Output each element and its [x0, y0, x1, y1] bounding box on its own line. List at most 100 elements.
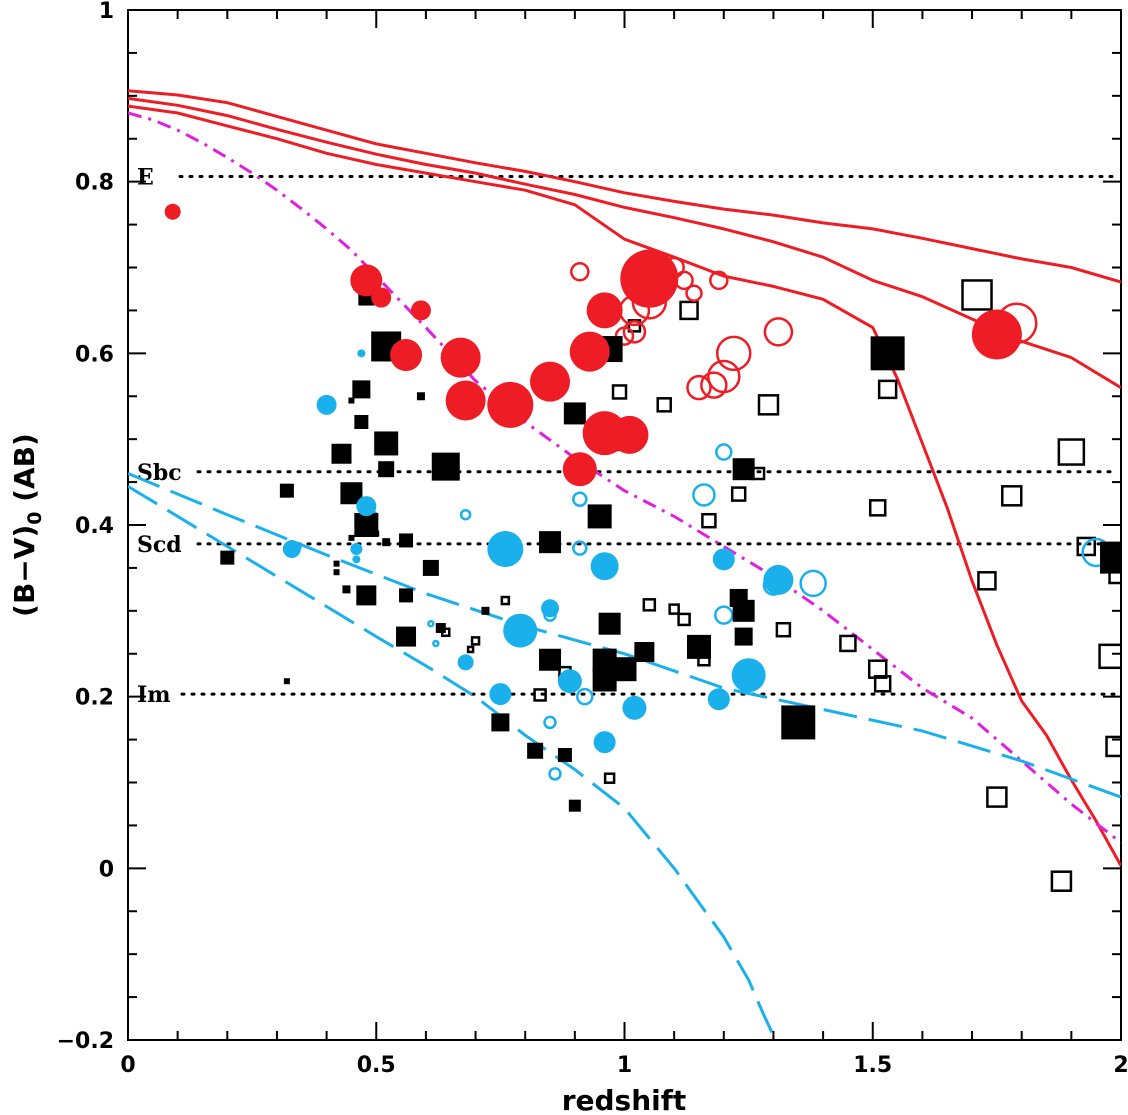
- black-filled-square-point: [340, 482, 363, 505]
- black-filled-square-point: [279, 483, 294, 498]
- blue-open-circle-point: [799, 569, 827, 598]
- red-filled-circle-point: [350, 264, 383, 297]
- black-filled-square-point: [734, 627, 753, 646]
- blue-filled-circle-point: [593, 731, 616, 754]
- ref-label-scd: Scd: [137, 532, 182, 558]
- blue-filled-circle-point: [457, 654, 474, 671]
- black-filled-square-point: [557, 748, 572, 763]
- red-filled-circles-group: [164, 203, 1022, 487]
- y-tick-label: 0.8: [75, 171, 114, 196]
- blue-open-circle-point: [572, 491, 588, 507]
- black-filled-square-point: [612, 657, 637, 682]
- black-filled-square-point: [333, 569, 340, 576]
- black-filled-square-point: [539, 648, 562, 671]
- red-open-circle-point: [700, 371, 728, 399]
- black-filled-square-point: [396, 626, 417, 647]
- black-filled-square-point: [342, 585, 351, 594]
- y-tick-label: −0.2: [57, 1029, 114, 1054]
- x-tick-label: 0: [120, 1053, 135, 1078]
- blue-open-circle-point: [576, 687, 594, 706]
- blue-filled-circles-group: [282, 349, 794, 754]
- black-filled-square-point: [870, 336, 905, 371]
- black-filled-square-point: [382, 538, 391, 547]
- black-open-square-point: [868, 499, 887, 517]
- black-open-square-point: [730, 486, 747, 502]
- red-open-circle-point: [685, 284, 703, 302]
- black-filled-square-point: [354, 415, 369, 429]
- ref-label-sbc: Sbc: [137, 460, 182, 486]
- y-tick-label: 0.2: [75, 686, 114, 711]
- red-filled-circle-point: [445, 380, 486, 421]
- red-filled-circle-point: [562, 452, 597, 487]
- red-filled-circle-point: [410, 300, 431, 321]
- blue-filled-circle-point: [763, 564, 794, 595]
- y-tick-label: 1: [99, 0, 114, 24]
- black-open-square-point: [656, 397, 672, 413]
- black-open-square-point: [986, 786, 1008, 808]
- red-filled-circle-point: [620, 249, 679, 308]
- red-open-circle-point: [686, 374, 712, 401]
- red-filled-circle-point: [569, 331, 610, 372]
- black-filled-square-point: [333, 560, 340, 567]
- black-filled-square-point: [491, 713, 510, 732]
- black-filled-square-point: [399, 588, 414, 603]
- black-filled-square-point: [220, 550, 235, 565]
- red-open-circle-point: [622, 320, 647, 344]
- black-open-square-point: [867, 659, 888, 679]
- black-filled-square-point: [527, 742, 544, 759]
- black-open-square-point: [839, 634, 857, 653]
- black-filled-square-point: [356, 585, 377, 606]
- black-open-square-point: [466, 645, 475, 654]
- red-filled-circle-point: [371, 287, 392, 308]
- x-tick-label: 1: [617, 1053, 632, 1078]
- magenta-model: [128, 111, 1121, 844]
- black-filled-square-point: [435, 623, 446, 633]
- ref-label-e: E: [137, 165, 154, 191]
- black-open-square-point: [603, 772, 616, 784]
- blue-open-circle-point: [714, 605, 734, 625]
- black-open-square-point: [757, 394, 780, 416]
- black-filled-square-point: [539, 531, 562, 554]
- blue-filled-circle-point: [316, 394, 337, 415]
- blue-filled-circle-point: [707, 688, 730, 711]
- blue-open-circle-point: [459, 508, 472, 521]
- y-tick-label: 0.6: [75, 342, 114, 367]
- black-filled-square-point: [374, 431, 399, 456]
- black-filled-square-point: [422, 559, 439, 576]
- y-axis-title: (B−V)0 (AB): [8, 433, 46, 617]
- black-filled-square-point: [348, 397, 355, 404]
- black-filled-square-point: [634, 642, 655, 663]
- red-filled-circle-point: [440, 337, 481, 378]
- black-filled-square-point: [352, 380, 371, 399]
- red-filled-circle-point: [610, 415, 649, 454]
- blue-open-circle-point: [715, 443, 733, 461]
- black-filled-square-point: [373, 530, 380, 537]
- red-model-3: [128, 104, 1121, 867]
- blue-filled-circle-point: [350, 543, 363, 556]
- black-filled-square-point: [283, 678, 290, 685]
- blue-filled-circle-point: [712, 548, 735, 571]
- black-filled-square-point: [331, 443, 352, 464]
- red-filled-circle-point: [487, 381, 534, 428]
- black-open-square-point: [470, 636, 481, 646]
- x-tick-label: 1.5: [853, 1053, 892, 1078]
- black-open-square-point: [977, 571, 997, 591]
- black-open-square-point: [677, 612, 691, 627]
- black-filled-square-point: [481, 606, 490, 615]
- blue-filled-circle-point: [541, 599, 560, 618]
- black-open-square-point: [500, 595, 511, 606]
- black-filled-square-point: [598, 612, 621, 635]
- red-filled-circle-point: [164, 203, 181, 220]
- black-open-square-point: [1105, 735, 1121, 758]
- blue-open-circle-point: [692, 483, 716, 507]
- y-axis-title-main: (B−V): [8, 525, 41, 617]
- red-open-circle-point: [763, 317, 794, 347]
- blue-open-circle-point: [548, 767, 562, 781]
- black-filled-square-point: [781, 705, 816, 740]
- red-model-1: [128, 89, 1121, 284]
- blue-filled-circle-point: [357, 349, 366, 358]
- black-open-square-point: [961, 279, 993, 311]
- ref-label-im: Im: [137, 682, 171, 708]
- red-filled-circle-point: [971, 309, 1022, 360]
- black-open-square-point: [668, 603, 680, 615]
